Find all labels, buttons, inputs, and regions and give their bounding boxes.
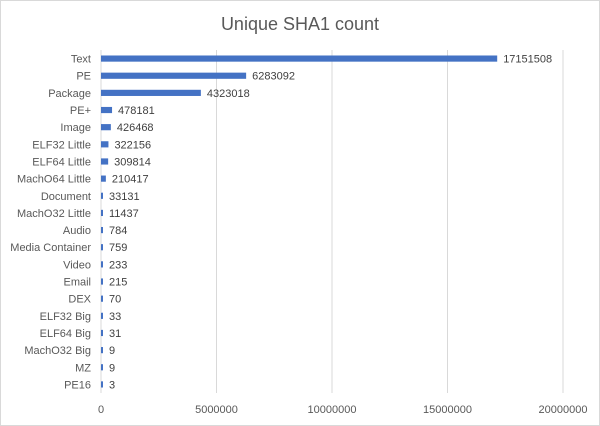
- bar: [101, 89, 201, 96]
- value-label: 9: [109, 362, 115, 374]
- value-label: 426468: [117, 122, 154, 134]
- bar: [101, 192, 103, 199]
- value-label: 215: [109, 277, 127, 289]
- bar: [101, 226, 103, 234]
- category-labels: Text PE Package PE+ Image ELF32 Little ELF64 L…: [10, 54, 91, 392]
- value-label: 31: [109, 328, 121, 340]
- bar: [101, 261, 103, 268]
- category-label: ELF64 Big: [40, 328, 91, 340]
- value-label: 33131: [109, 191, 140, 203]
- category-label: MZ: [75, 362, 91, 374]
- bar: [101, 158, 109, 165]
- category-label: Email: [63, 277, 91, 289]
- x-tick-label: 0: [98, 404, 104, 416]
- value-label: 33: [109, 311, 121, 323]
- grid-lines: [100, 50, 564, 393]
- bar: [101, 72, 247, 79]
- value-label: 784: [109, 225, 127, 237]
- bars: [101, 55, 498, 388]
- x-axis-ticks: 0 5000000 10000000 15000000 20000000: [98, 404, 588, 416]
- category-label: Image: [60, 122, 91, 134]
- bar: [101, 329, 103, 337]
- category-label: Audio: [63, 225, 91, 237]
- value-label: 233: [109, 259, 127, 271]
- category-label: DEX: [68, 294, 91, 306]
- bar: [101, 244, 103, 251]
- bar: [101, 347, 103, 354]
- bar: [101, 278, 103, 285]
- category-label: MachO32 Little: [17, 208, 91, 220]
- category-label: Video: [63, 259, 91, 271]
- category-label: MachO64 Little: [17, 174, 91, 186]
- category-label: PE+: [70, 105, 91, 117]
- value-label: 309814: [114, 156, 151, 168]
- category-label: ELF32 Little: [32, 139, 91, 151]
- value-label: 6283092: [252, 71, 295, 83]
- value-label: 3: [109, 379, 115, 391]
- category-label: Text: [71, 54, 91, 66]
- category-label: PE: [76, 71, 91, 83]
- bar: [101, 381, 103, 388]
- bar: [101, 141, 109, 148]
- category-label: Document: [41, 191, 91, 203]
- value-label: 478181: [118, 105, 155, 117]
- category-label: MachO32 Big: [24, 345, 91, 357]
- chart-title: Unique SHA1 count: [221, 14, 379, 34]
- x-tick-label: 20000000: [539, 404, 588, 416]
- value-label: 11437: [109, 208, 139, 220]
- bar: [101, 106, 113, 114]
- x-tick-label: 10000000: [308, 404, 357, 416]
- value-label: 9: [109, 345, 115, 357]
- x-tick-label: 15000000: [423, 404, 472, 416]
- bar: [101, 364, 103, 371]
- bar: [101, 295, 103, 302]
- category-label: Media Container: [10, 242, 91, 254]
- category-label: Package: [48, 88, 91, 100]
- bar: [101, 175, 106, 182]
- x-tick-label: 5000000: [195, 404, 238, 416]
- value-label: 17151508: [503, 54, 552, 66]
- value-label: 322156: [114, 139, 151, 151]
- value-label: 4323018: [207, 88, 250, 100]
- category-label: ELF32 Big: [40, 311, 91, 323]
- category-label: PE16: [64, 379, 91, 391]
- bar: [101, 55, 498, 62]
- value-label: 210417: [112, 174, 149, 186]
- bar: [101, 124, 111, 131]
- value-label: 759: [109, 242, 127, 254]
- bar: [101, 312, 103, 319]
- bar: [101, 209, 103, 217]
- value-label: 70: [109, 294, 121, 306]
- category-label: ELF64 Little: [32, 156, 91, 168]
